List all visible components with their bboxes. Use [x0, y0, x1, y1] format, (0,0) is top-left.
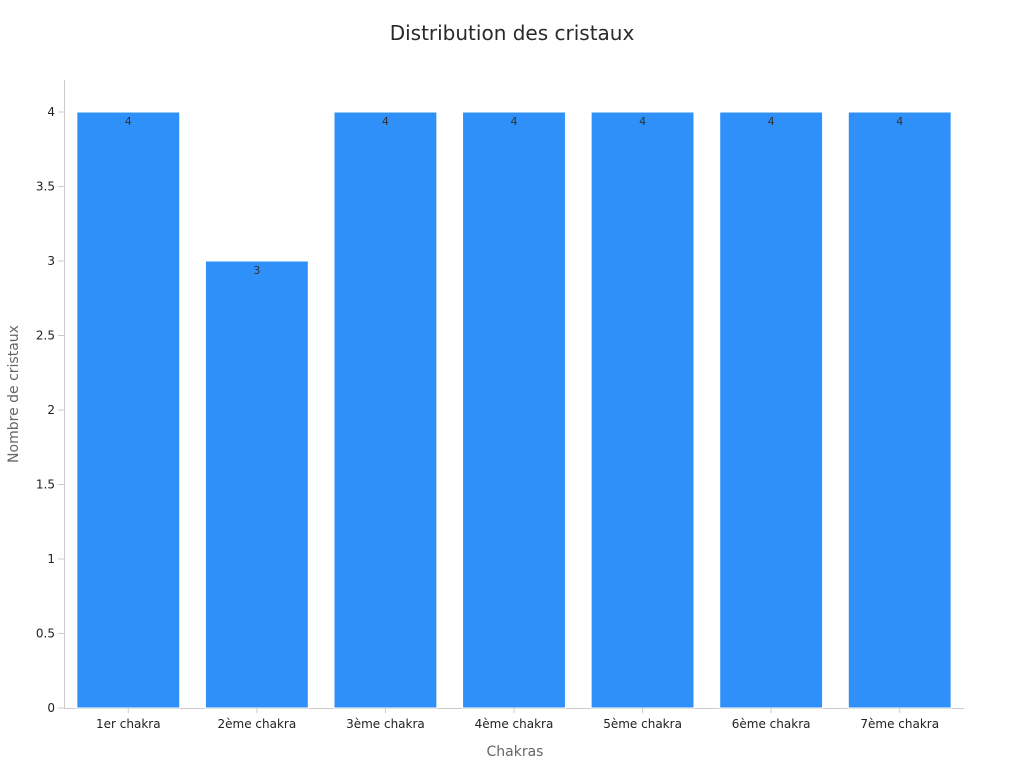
x-tick-label: 5ème chakra: [603, 717, 682, 731]
x-tick-label: 4ème chakra: [475, 717, 554, 731]
y-tick-label: 4: [47, 105, 55, 119]
x-tick-label: 6ème chakra: [732, 717, 811, 731]
x-tick-label: 3ème chakra: [346, 717, 425, 731]
x-tick-label: 2ème chakra: [218, 717, 297, 731]
y-axis-label: Nombre de cristaux: [6, 325, 22, 463]
bar-value-label: 4: [639, 115, 646, 128]
chart-title: Distribution des cristaux: [390, 21, 635, 45]
bar: [590, 111, 695, 709]
bar: [333, 111, 438, 709]
bar-value-label: 3: [253, 264, 260, 277]
bar: [847, 111, 952, 709]
y-tick-label: 1.5: [36, 478, 55, 492]
y-tick-label: 3.5: [36, 180, 55, 194]
x-tick-label: 7ème chakra: [860, 717, 939, 731]
x-tick-label: 1er chakra: [96, 717, 161, 731]
x-axis-label: Chakras: [487, 744, 544, 760]
y-ticks: 0 0.5 1 1.5 2 2.5 3 3.5 4: [36, 105, 64, 715]
bar: [462, 111, 566, 709]
bar-value-label: 4: [896, 115, 903, 128]
y-tick-label: 1: [47, 552, 55, 566]
y-tick-label: 0.5: [36, 627, 55, 641]
bar-value-label: 4: [382, 115, 389, 128]
bar-value-label: 4: [511, 115, 518, 128]
bar: [719, 111, 824, 709]
y-tick-label: 2: [47, 403, 55, 417]
bars: 4 3 4 4 4 4 4: [76, 111, 952, 709]
bar: [204, 260, 309, 709]
x-ticks: 1er chakra 2ème chakra 3ème chakra 4ème cha…: [96, 708, 939, 731]
y-tick-label: 3: [47, 254, 55, 268]
bar-value-label: 4: [125, 115, 132, 128]
y-tick-label: 2.5: [36, 329, 55, 343]
bar-value-label: 4: [768, 115, 775, 128]
y-tick-label: 0: [47, 701, 55, 715]
bar: [76, 111, 181, 709]
